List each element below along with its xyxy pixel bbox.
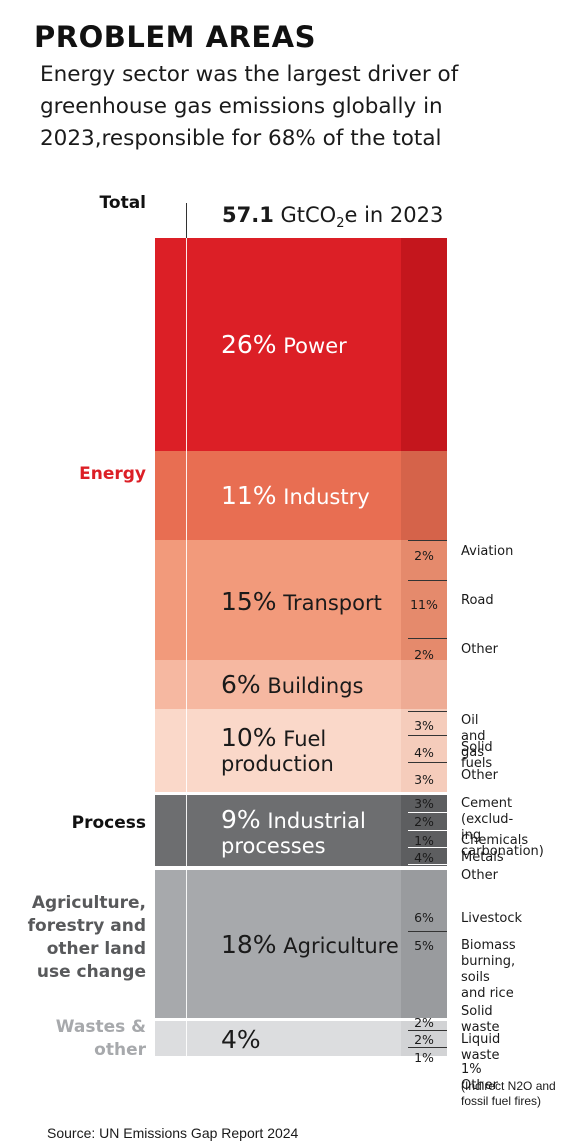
total-unit: GtCO — [280, 203, 337, 227]
process-pct: 9% — [221, 805, 261, 834]
sub-value: 2% — [414, 1015, 434, 1030]
transport-name: Transport — [283, 591, 382, 615]
subtitle-line-3: 2023,responsible for 68% of the total — [40, 126, 442, 151]
power-pct: 26% — [221, 330, 277, 359]
sub-divider — [408, 864, 447, 865]
sub-divider — [408, 847, 447, 848]
sub-divider — [408, 1030, 447, 1031]
sub-value: 1% — [414, 1050, 434, 1065]
page-title: PROBLEM AREAS — [34, 20, 316, 54]
agriculture-pct: 18% — [221, 930, 277, 959]
industry-pct: 11% — [221, 481, 277, 510]
bar-axis-top — [186, 203, 187, 238]
total-label: 57.1 GtCO2e in 2023 — [222, 203, 443, 231]
sub-divider — [408, 931, 447, 932]
category-energy: Energy — [79, 464, 146, 484]
sub-label: Biomass burning, soils and rice — [461, 938, 516, 1001]
fuel-name: Fuel production — [221, 727, 334, 776]
power-label: 26% Power — [221, 332, 347, 359]
buildings-pct: 6% — [221, 670, 261, 699]
wastes-label: 4% — [221, 1027, 261, 1054]
sub-value: 1% — [414, 833, 434, 848]
agriculture-strip — [401, 870, 447, 1018]
category-wastes: Wastes & other — [55, 1017, 146, 1060]
sub-value: 2% — [414, 548, 434, 563]
buildings-block: 6% Buildings — [155, 660, 447, 709]
sub-label: Cement (exclud- ing carbonation) — [461, 796, 544, 859]
transport-label: 15% Transport — [221, 589, 382, 616]
sub-label: Aviation — [461, 544, 514, 559]
sub-value: 6% — [414, 910, 434, 925]
subtitle-line-1: Energy sector was the largest driver of — [40, 62, 459, 87]
sub-divider — [408, 830, 447, 831]
source-note: Source: UN Emissions Gap Report 2024 — [47, 1125, 299, 1141]
sub-divider — [408, 711, 447, 712]
sub-divider — [408, 638, 447, 639]
buildings-label: 6% Buildings — [221, 672, 364, 699]
fuel-strip — [401, 709, 447, 792]
process-name: Industrial processes — [221, 809, 366, 858]
sub-label: 1% Other — [461, 1062, 498, 1093]
industry-name: Industry — [283, 485, 370, 509]
sub-divider — [408, 735, 447, 736]
wastes-strip — [401, 1021, 447, 1056]
industry-strip — [401, 451, 447, 540]
sub-label: Oil and gas — [461, 713, 486, 760]
sub-divider — [408, 1047, 447, 1048]
power-strip — [401, 238, 447, 451]
fuel-block: 10% Fuel production — [155, 709, 447, 792]
sub-divider — [408, 762, 447, 763]
transport-strip — [401, 540, 447, 660]
sub-label: Metals — [461, 850, 504, 865]
sub-value: 4% — [414, 850, 434, 865]
sub-label: Chemicals — [461, 833, 529, 848]
fuel-pct: 10% — [221, 723, 277, 752]
sub-label: Solid waste — [461, 1004, 500, 1035]
agriculture-name: Agriculture — [283, 934, 399, 958]
sub-label: Other — [461, 768, 498, 783]
agriculture-block: 18% Agriculture — [155, 870, 447, 1018]
sub-value: 5% — [414, 938, 434, 953]
category-process: Process — [71, 813, 146, 833]
industry-block: 11% Industry — [155, 451, 447, 540]
transport-block: 15% Transport — [155, 540, 447, 660]
sub-value: 3% — [414, 796, 434, 811]
total-suffix: e in 2023 — [344, 203, 444, 227]
fuel-label: 10% Fuel production — [221, 725, 334, 777]
sub-value: 3% — [414, 718, 434, 733]
wastes-block: 4% — [155, 1021, 447, 1056]
bar-axis-line — [186, 203, 187, 1060]
agriculture-label: 18% Agriculture — [221, 932, 399, 959]
buildings-name: Buildings — [267, 674, 364, 698]
sub-label: Livestock — [461, 911, 523, 926]
sub-divider — [408, 540, 447, 541]
sub-divider — [408, 812, 447, 813]
total-unit-sub: 2 — [336, 216, 345, 232]
sub-value: 4% — [414, 745, 434, 760]
subtitle-line-2: greenhouse gas emissions globally in — [40, 94, 443, 119]
power-block: 26% Power — [155, 238, 447, 451]
sub-label: Other — [461, 868, 498, 883]
sub-value: 3% — [414, 772, 434, 787]
power-name: Power — [283, 334, 347, 358]
transport-pct: 15% — [221, 587, 277, 616]
industry-label: 11% Industry — [221, 483, 370, 510]
sub-label: Liquid waste — [461, 1032, 501, 1063]
process-label: 9% Industrial processes — [221, 807, 366, 859]
total-value: 57.1 — [222, 203, 274, 227]
sub-label: Road — [461, 593, 494, 608]
category-agriculture: Agriculture, forestry and other land use… — [27, 893, 146, 982]
sub-value: 2% — [414, 647, 434, 662]
sub-value: 2% — [414, 1032, 434, 1047]
sub-label: Solid fuels — [461, 740, 493, 771]
sub-label: Other — [461, 642, 498, 657]
sub-divider — [408, 580, 447, 581]
buildings-strip — [401, 660, 447, 709]
wastes-pct: 4% — [221, 1025, 261, 1054]
sub-value: 11% — [410, 597, 438, 612]
category-total: Total — [99, 193, 146, 213]
sub-value: 2% — [414, 814, 434, 829]
other-note: (Indirect N2O and fossil fuel fires) — [461, 1079, 556, 1108]
